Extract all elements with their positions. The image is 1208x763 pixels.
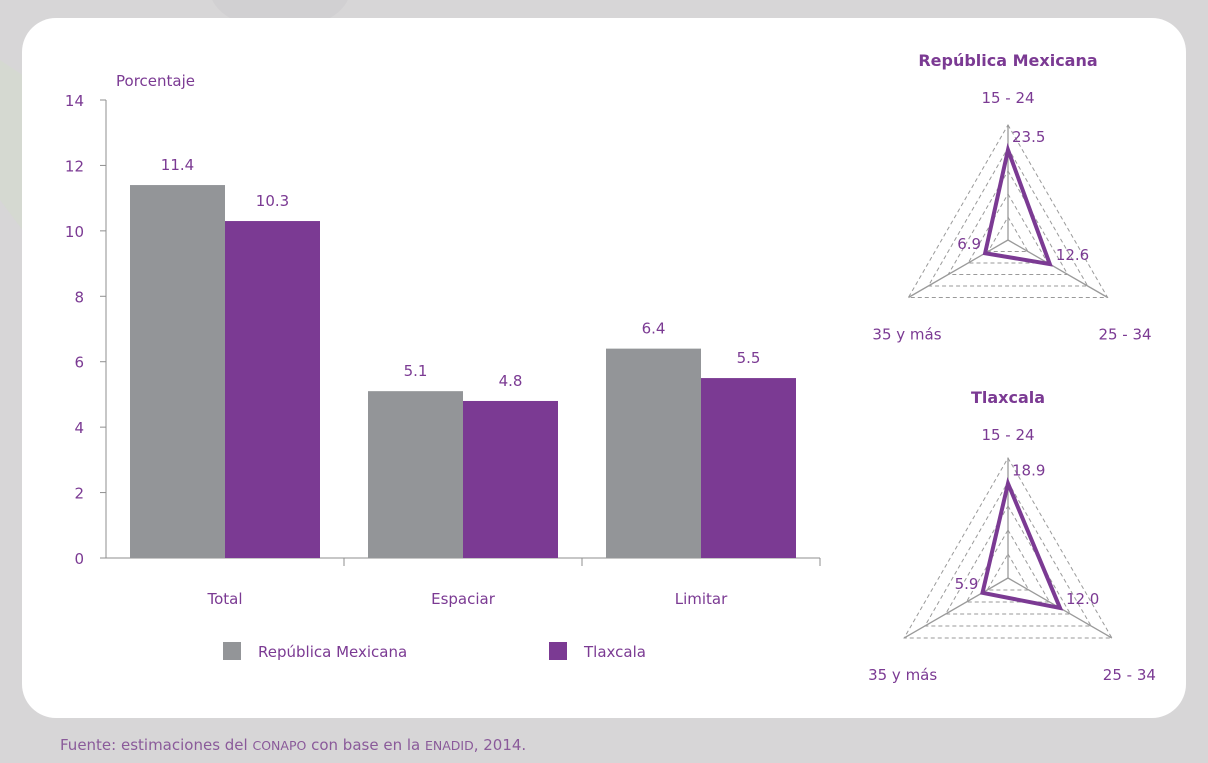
source-org: CONAPO xyxy=(252,738,307,753)
bar-value-label: 5.1 xyxy=(404,362,428,380)
source-mid: con base en la xyxy=(306,736,425,754)
radar-axis-label: 35 y más xyxy=(872,326,941,344)
radar-value-label: 6.9 xyxy=(957,235,981,253)
legend-swatch xyxy=(223,642,241,660)
radar-axis-label: 25 - 34 xyxy=(1103,666,1156,684)
y-tick-label: 4 xyxy=(74,419,84,437)
y-tick-label: 6 xyxy=(74,354,84,372)
legend-label: República Mexicana xyxy=(258,643,407,661)
legend-swatch xyxy=(549,642,567,660)
radar-axis-label: 25 - 34 xyxy=(1098,326,1151,344)
source-prefix: Fuente: estimaciones del xyxy=(60,736,253,754)
radar-title: Tlaxcala xyxy=(971,388,1045,407)
y-axis-label: Porcentaje xyxy=(116,72,195,90)
radar-spoke xyxy=(908,239,1009,299)
radar-axis-label: 15 - 24 xyxy=(981,426,1034,444)
bar-estado xyxy=(225,221,320,559)
radar-axis-label: 35 y más xyxy=(868,666,937,684)
bar-value-label: 10.3 xyxy=(256,192,289,210)
source-suffix: , 2014. xyxy=(473,736,527,754)
radar-value-label: 12.0 xyxy=(1066,590,1099,608)
radar-spoke xyxy=(1007,239,1108,299)
bar-value-label: 11.4 xyxy=(161,156,194,174)
radar-value-label: 12.6 xyxy=(1056,246,1089,264)
x-category-label: Espaciar xyxy=(431,590,496,608)
bar-nacional xyxy=(368,391,463,558)
bar-estado xyxy=(463,400,558,558)
radar-value-label: 5.9 xyxy=(955,575,979,593)
y-tick-label: 8 xyxy=(74,288,84,306)
bar-nacional xyxy=(606,348,701,558)
radar-grid-ring xyxy=(907,124,1109,298)
radar-value-label: 23.5 xyxy=(1012,128,1045,146)
legend-label: Tlaxcala xyxy=(583,643,646,661)
radar-grid-ring xyxy=(967,192,1049,264)
source-note: Fuente: estimaciones del CONAPO con base… xyxy=(60,736,526,754)
radar-grid-ring xyxy=(987,215,1029,252)
y-tick-label: 2 xyxy=(74,485,84,503)
bar-value-label: 6.4 xyxy=(642,320,666,338)
radar-series-polygon xyxy=(980,477,1064,611)
y-tick-label: 0 xyxy=(74,550,84,568)
radar-spoke xyxy=(903,577,1009,639)
radar-series-polygon xyxy=(982,142,1053,267)
radar-title: República Mexicana xyxy=(918,51,1097,70)
y-tick-label: 14 xyxy=(65,92,84,110)
bar-value-label: 4.8 xyxy=(499,372,523,390)
radar-grid-ring xyxy=(903,456,1113,639)
y-tick-label: 12 xyxy=(65,157,84,175)
radar-axis-label: 15 - 24 xyxy=(981,89,1034,107)
radar-grid-ring xyxy=(947,170,1069,275)
radar-grid-ring xyxy=(927,147,1089,287)
x-category-label: Total xyxy=(206,590,242,608)
bar-nacional xyxy=(130,185,225,559)
bar-estado xyxy=(701,378,796,558)
x-category-label: Limitar xyxy=(675,590,728,608)
source-survey: ENADID xyxy=(424,738,474,753)
radar-value-label: 18.9 xyxy=(1012,462,1045,480)
y-tick-label: 10 xyxy=(65,223,84,241)
radar-grid-ring xyxy=(924,480,1092,627)
bar-value-label: 5.5 xyxy=(737,349,761,367)
radar-grid-ring xyxy=(944,505,1072,615)
